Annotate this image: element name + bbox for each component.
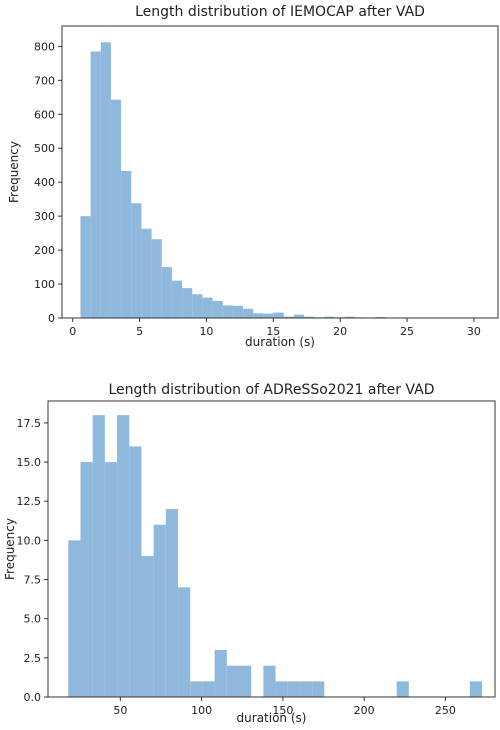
histogram-bar: [131, 203, 142, 318]
x-tick-label: 200: [354, 704, 375, 717]
histogram-bar: [80, 462, 93, 697]
x-axis-label: duration (s): [245, 335, 315, 349]
x-tick-label: 25: [400, 325, 414, 338]
histogram-bar: [153, 524, 166, 697]
x-tick-label: 0: [69, 325, 76, 338]
histogram-bar: [212, 301, 223, 318]
y-tick-label: 12.5: [17, 495, 42, 508]
y-tick-label: 17.5: [17, 417, 42, 430]
histogram-bar: [214, 650, 227, 697]
histogram-bar: [141, 556, 154, 697]
histogram-bar: [222, 305, 233, 318]
chart-title: Length distribution of ADReSSo2021 after…: [108, 382, 434, 398]
histogram-bar: [396, 681, 409, 697]
histogram-bar: [110, 99, 122, 319]
histogram-bar: [182, 288, 193, 318]
x-tick-label: 10: [199, 325, 213, 338]
histogram-bar: [161, 267, 172, 318]
histogram-bar: [299, 681, 313, 697]
chart-1: 0 5 10 15 20 25 300100200300400500600700800Len…: [7, 4, 499, 349]
histogram-bar: [117, 415, 130, 697]
x-tick-label: 250: [435, 704, 456, 717]
y-tick-label: 300: [34, 210, 55, 223]
histogram-bar: [283, 316, 294, 318]
histogram-bar: [68, 540, 81, 697]
histogram-bar: [263, 313, 274, 318]
histogram-bar: [104, 462, 118, 697]
histogram-bar: [324, 316, 335, 318]
x-tick-label: 50: [113, 704, 127, 717]
histogram-bar: [253, 313, 264, 318]
histogram-bar: [92, 415, 105, 697]
y-tick-label: 800: [34, 40, 55, 53]
histogram-bar: [344, 316, 355, 318]
x-tick-label: 5: [136, 325, 143, 338]
histogram-bar: [171, 280, 183, 318]
histogram-bar: [178, 587, 191, 697]
histogram-bar: [80, 216, 91, 318]
histogram-bar: [293, 314, 305, 318]
y-tick-label: 400: [34, 176, 55, 189]
x-tick-label: 20: [333, 325, 347, 338]
histogram-bar: [273, 312, 284, 318]
y-tick-label: 0.0: [24, 691, 42, 704]
chart-title: Length distribution of IEMOCAP after VAD: [135, 4, 425, 20]
y-tick-label: 200: [34, 244, 55, 257]
histogram-bar: [469, 681, 482, 697]
x-tick-label: 100: [191, 704, 212, 717]
y-tick-label: 2.5: [24, 652, 42, 665]
histogram-bar: [375, 316, 386, 318]
histogram-bar: [100, 42, 111, 319]
y-tick-label: 7.5: [24, 574, 42, 587]
y-tick-label: 100: [34, 278, 55, 291]
chart-2: 50 100 150 200 250 0.0 2.5 5.0 7.5 10.0 12.5 15.0 17…: [3, 382, 496, 725]
y-tick-label: 10.0: [17, 534, 42, 547]
y-tick-label: 600: [34, 108, 55, 121]
histogram-bar: [226, 665, 239, 697]
histogram-bar: [232, 305, 244, 318]
histogram-bar: [190, 681, 203, 697]
histogram-bar: [287, 681, 300, 697]
histogram-bar: [202, 681, 215, 697]
histogram-bar: [312, 681, 325, 697]
y-tick-label: 500: [34, 142, 55, 155]
y-tick-label: 0: [48, 312, 55, 325]
histogram-bar: [304, 316, 315, 318]
x-tick-label: 150: [272, 704, 293, 717]
histogram-bar: [275, 681, 288, 697]
x-tick-label: 15: [266, 325, 280, 338]
x-axis-label: duration (s): [237, 711, 307, 725]
histogram-bar: [202, 297, 213, 318]
y-axis-label: Frequency: [7, 141, 21, 203]
histogram-bar: [151, 239, 162, 318]
histogram-bar: [90, 51, 101, 318]
histogram-bar: [129, 446, 142, 697]
histogram-bar: [141, 228, 152, 318]
histogram-bar: [263, 665, 276, 697]
histogram-bar: [238, 665, 252, 697]
y-tick-label: 700: [34, 74, 55, 87]
histogram-bar: [243, 308, 254, 318]
x-tick-label: 30: [467, 325, 481, 338]
plot-frame: [61, 25, 499, 319]
histogram-bar: [192, 294, 203, 318]
histogram-bar: [121, 170, 132, 318]
y-tick-label: 15.0: [17, 456, 42, 469]
y-axis-label: Frequency: [3, 518, 17, 580]
y-tick-label: 5.0: [24, 613, 42, 626]
plot-frame: [47, 400, 496, 698]
histogram-bar: [165, 509, 179, 697]
